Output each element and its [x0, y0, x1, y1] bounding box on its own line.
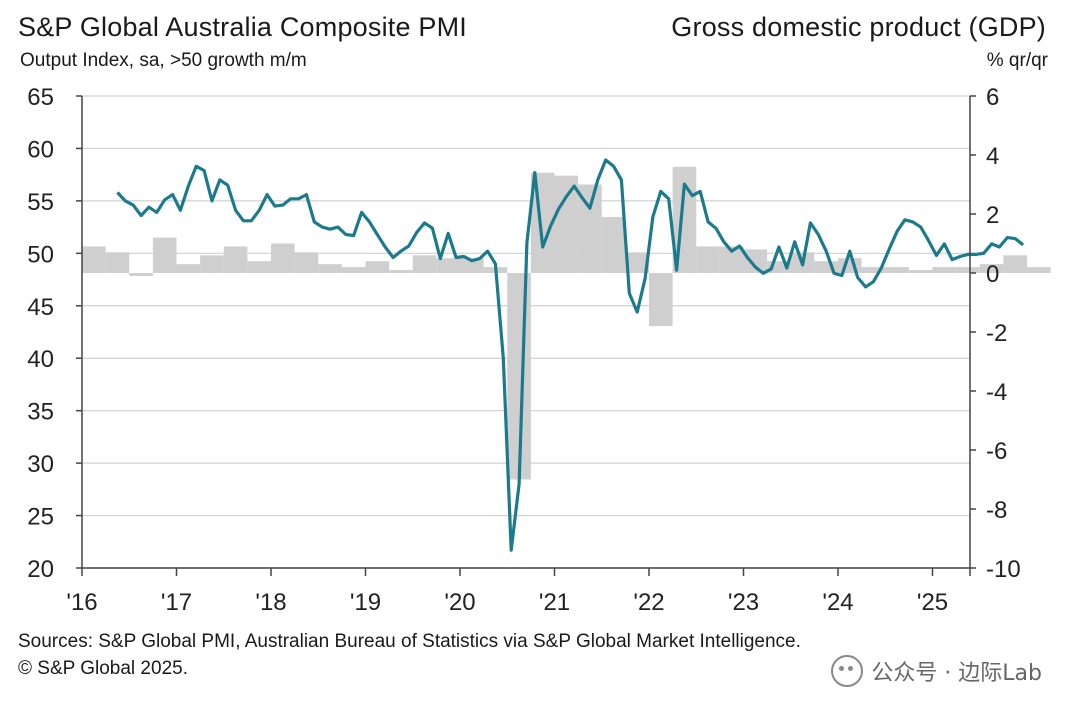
- pmi-line: [116, 158, 1025, 552]
- gdp-bar: [105, 252, 130, 273]
- gdp-bar: [814, 261, 838, 273]
- gdp-bar: [129, 273, 153, 276]
- right-tick-label: 6: [986, 84, 999, 111]
- left-chart-title: S&P Global Australia Composite PMI: [18, 12, 468, 42]
- right-tick-label: 2: [986, 202, 999, 229]
- gdp-bar: [247, 261, 271, 273]
- gdp-bar: [979, 264, 1004, 273]
- left-tick-label: 40: [27, 346, 54, 373]
- x-tick-label: '22: [633, 589, 664, 616]
- left-tick-label: 65: [27, 84, 54, 111]
- left-tick-label: 20: [27, 556, 54, 583]
- right-tick-label: -8: [986, 497, 1007, 524]
- axes: [76, 95, 976, 576]
- gdp-bar: [554, 175, 579, 273]
- left-tick-label: 60: [27, 136, 54, 163]
- x-tick-label: '18: [255, 589, 286, 616]
- gdp-bar: [625, 252, 649, 273]
- watermark-text: 公众号 · 边际Lab: [871, 661, 1042, 686]
- left-tick-label: 50: [27, 241, 54, 268]
- x-tick-label: '16: [66, 589, 97, 616]
- left-tick-label: 55: [27, 189, 54, 216]
- gdp-bar: [719, 246, 744, 273]
- gdp-bar: [1027, 267, 1051, 273]
- gdp-bar: [412, 255, 437, 273]
- gdp-bar: [601, 216, 626, 273]
- x-tick-label: '19: [350, 589, 381, 616]
- gdp-bar: [696, 246, 720, 273]
- gdp-bar: [767, 261, 791, 273]
- copyright-note: © S&P Global 2025.: [18, 658, 188, 679]
- gdp-bar: [389, 270, 413, 273]
- right-tick-label: 0: [986, 261, 999, 288]
- gdp-bar: [649, 273, 673, 327]
- gdp-bar: [1003, 255, 1027, 273]
- gdp-bar: [82, 246, 106, 273]
- gdp-bar: [838, 258, 862, 273]
- left-tick-label: 35: [27, 399, 54, 426]
- gdp-bar: [176, 264, 201, 273]
- gdp-bar: [932, 267, 957, 273]
- tick-labels: 656055504540353025206420-2-4-6-8-10'16'1…: [27, 84, 1020, 616]
- gdp-bar: [223, 246, 248, 273]
- right-tick-label: 4: [986, 143, 999, 170]
- x-tick-label: '20: [444, 589, 475, 616]
- x-tick-label: '17: [161, 589, 192, 616]
- gdp-bar: [460, 258, 484, 273]
- gdp-bar: [956, 267, 980, 273]
- left-tick-label: 30: [27, 451, 54, 478]
- gdp-bar: [743, 249, 768, 273]
- pmi-series-line: [116, 158, 1025, 552]
- right-tick-label: -4: [986, 379, 1007, 406]
- gdp-bar: [200, 255, 224, 273]
- left-axis-subtitle: Output Index, sa, >50 growth m/m: [20, 50, 307, 71]
- x-tick-label: '21: [539, 589, 570, 616]
- x-tick-label: '23: [728, 589, 759, 616]
- right-axis-unit: % qr/qr: [986, 50, 1048, 71]
- gdp-bar: [271, 243, 295, 273]
- right-chart-title: Gross domestic product (GDP): [671, 12, 1046, 42]
- x-tick-label: '24: [822, 589, 853, 616]
- pmi-gdp-chart: 656055504540353025206420-2-4-6-8-10'16'1…: [27, 84, 1051, 616]
- gdp-bar: [365, 261, 390, 273]
- gdp-bar: [436, 258, 460, 273]
- right-tick-label: -6: [986, 438, 1007, 465]
- right-tick-label: -10: [986, 556, 1021, 583]
- gdp-bar: [318, 264, 342, 273]
- wechat-icon: [831, 655, 864, 687]
- sources-note: Sources: S&P Global PMI, Australian Bure…: [18, 631, 801, 652]
- gdp-bar: [578, 184, 602, 273]
- left-tick-label: 45: [27, 294, 54, 321]
- gdp-bar: [294, 252, 319, 273]
- gdp-bar: [152, 237, 177, 273]
- gdp-bar: [908, 270, 933, 273]
- gdp-bar: [861, 267, 886, 273]
- x-tick-label: '25: [917, 589, 948, 616]
- source-footer: Sources: S&P Global PMI, Australian Bure…: [18, 628, 801, 682]
- left-tick-label: 25: [27, 504, 54, 531]
- gdp-bar: [341, 267, 366, 273]
- watermark: 公众号 · 边际Lab: [831, 655, 1042, 687]
- right-tick-label: -2: [986, 320, 1007, 347]
- gdp-bars: [82, 166, 1051, 480]
- gdp-bar: [885, 267, 909, 273]
